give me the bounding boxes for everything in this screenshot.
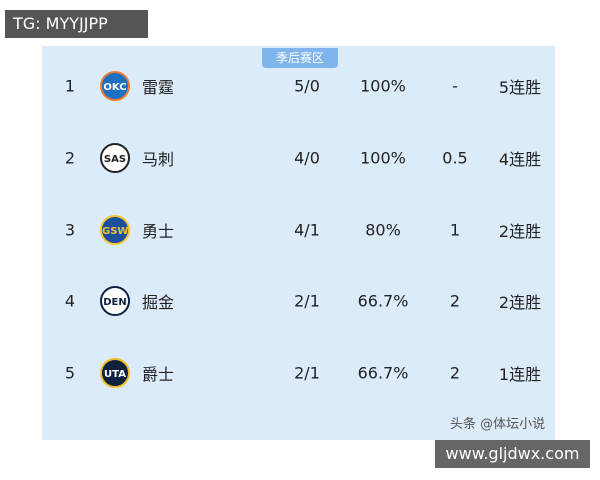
team-logo: DEN [100,286,130,317]
games-behind: - [452,76,458,96]
streak: 4连胜 [498,149,542,169]
team-name: 勇士 [142,221,175,241]
win-pct: 66.7% [357,291,409,311]
team-name: 雷霆 [142,78,175,97]
rank: 5 [64,363,76,383]
team-name: 掘金 [142,293,175,313]
credit: 头条 @体坛小说 [450,417,546,432]
tag-label: TG: MYYJJPP [5,10,148,38]
watermark: www.gljdwx.com [435,440,590,468]
team-logo: GSW [100,214,130,245]
rank: 1 [64,76,76,96]
games-behind: 2 [449,291,461,311]
record: 2/1 [294,363,320,383]
streak: 2连胜 [498,293,542,313]
team-name: 马刺 [142,149,175,169]
win-pct: 100% [360,148,406,168]
team-name: 爵士 [142,365,175,385]
rank: 4 [64,291,76,311]
win-pct: 100% [360,76,406,96]
streak: 5连胜 [498,78,542,97]
rank: 2 [64,148,76,168]
win-pct: 80% [365,220,401,240]
rank: 3 [64,220,76,240]
streak: 2连胜 [498,221,542,241]
record: 5/0 [294,76,320,96]
record: 4/0 [294,148,320,168]
team-logo: OKC [100,71,130,101]
games-behind: 0.5 [442,148,468,168]
games-behind: 1 [449,220,461,240]
record: 4/1 [294,220,320,240]
win-pct: 66.7% [357,363,409,383]
record: 2/1 [294,291,320,311]
streak: 1连胜 [498,365,542,385]
games-behind: 2 [449,363,461,383]
team-logo: UTA [100,358,130,389]
team-logo: SAS [100,142,130,173]
tab-label: 季后赛区 [262,48,338,68]
